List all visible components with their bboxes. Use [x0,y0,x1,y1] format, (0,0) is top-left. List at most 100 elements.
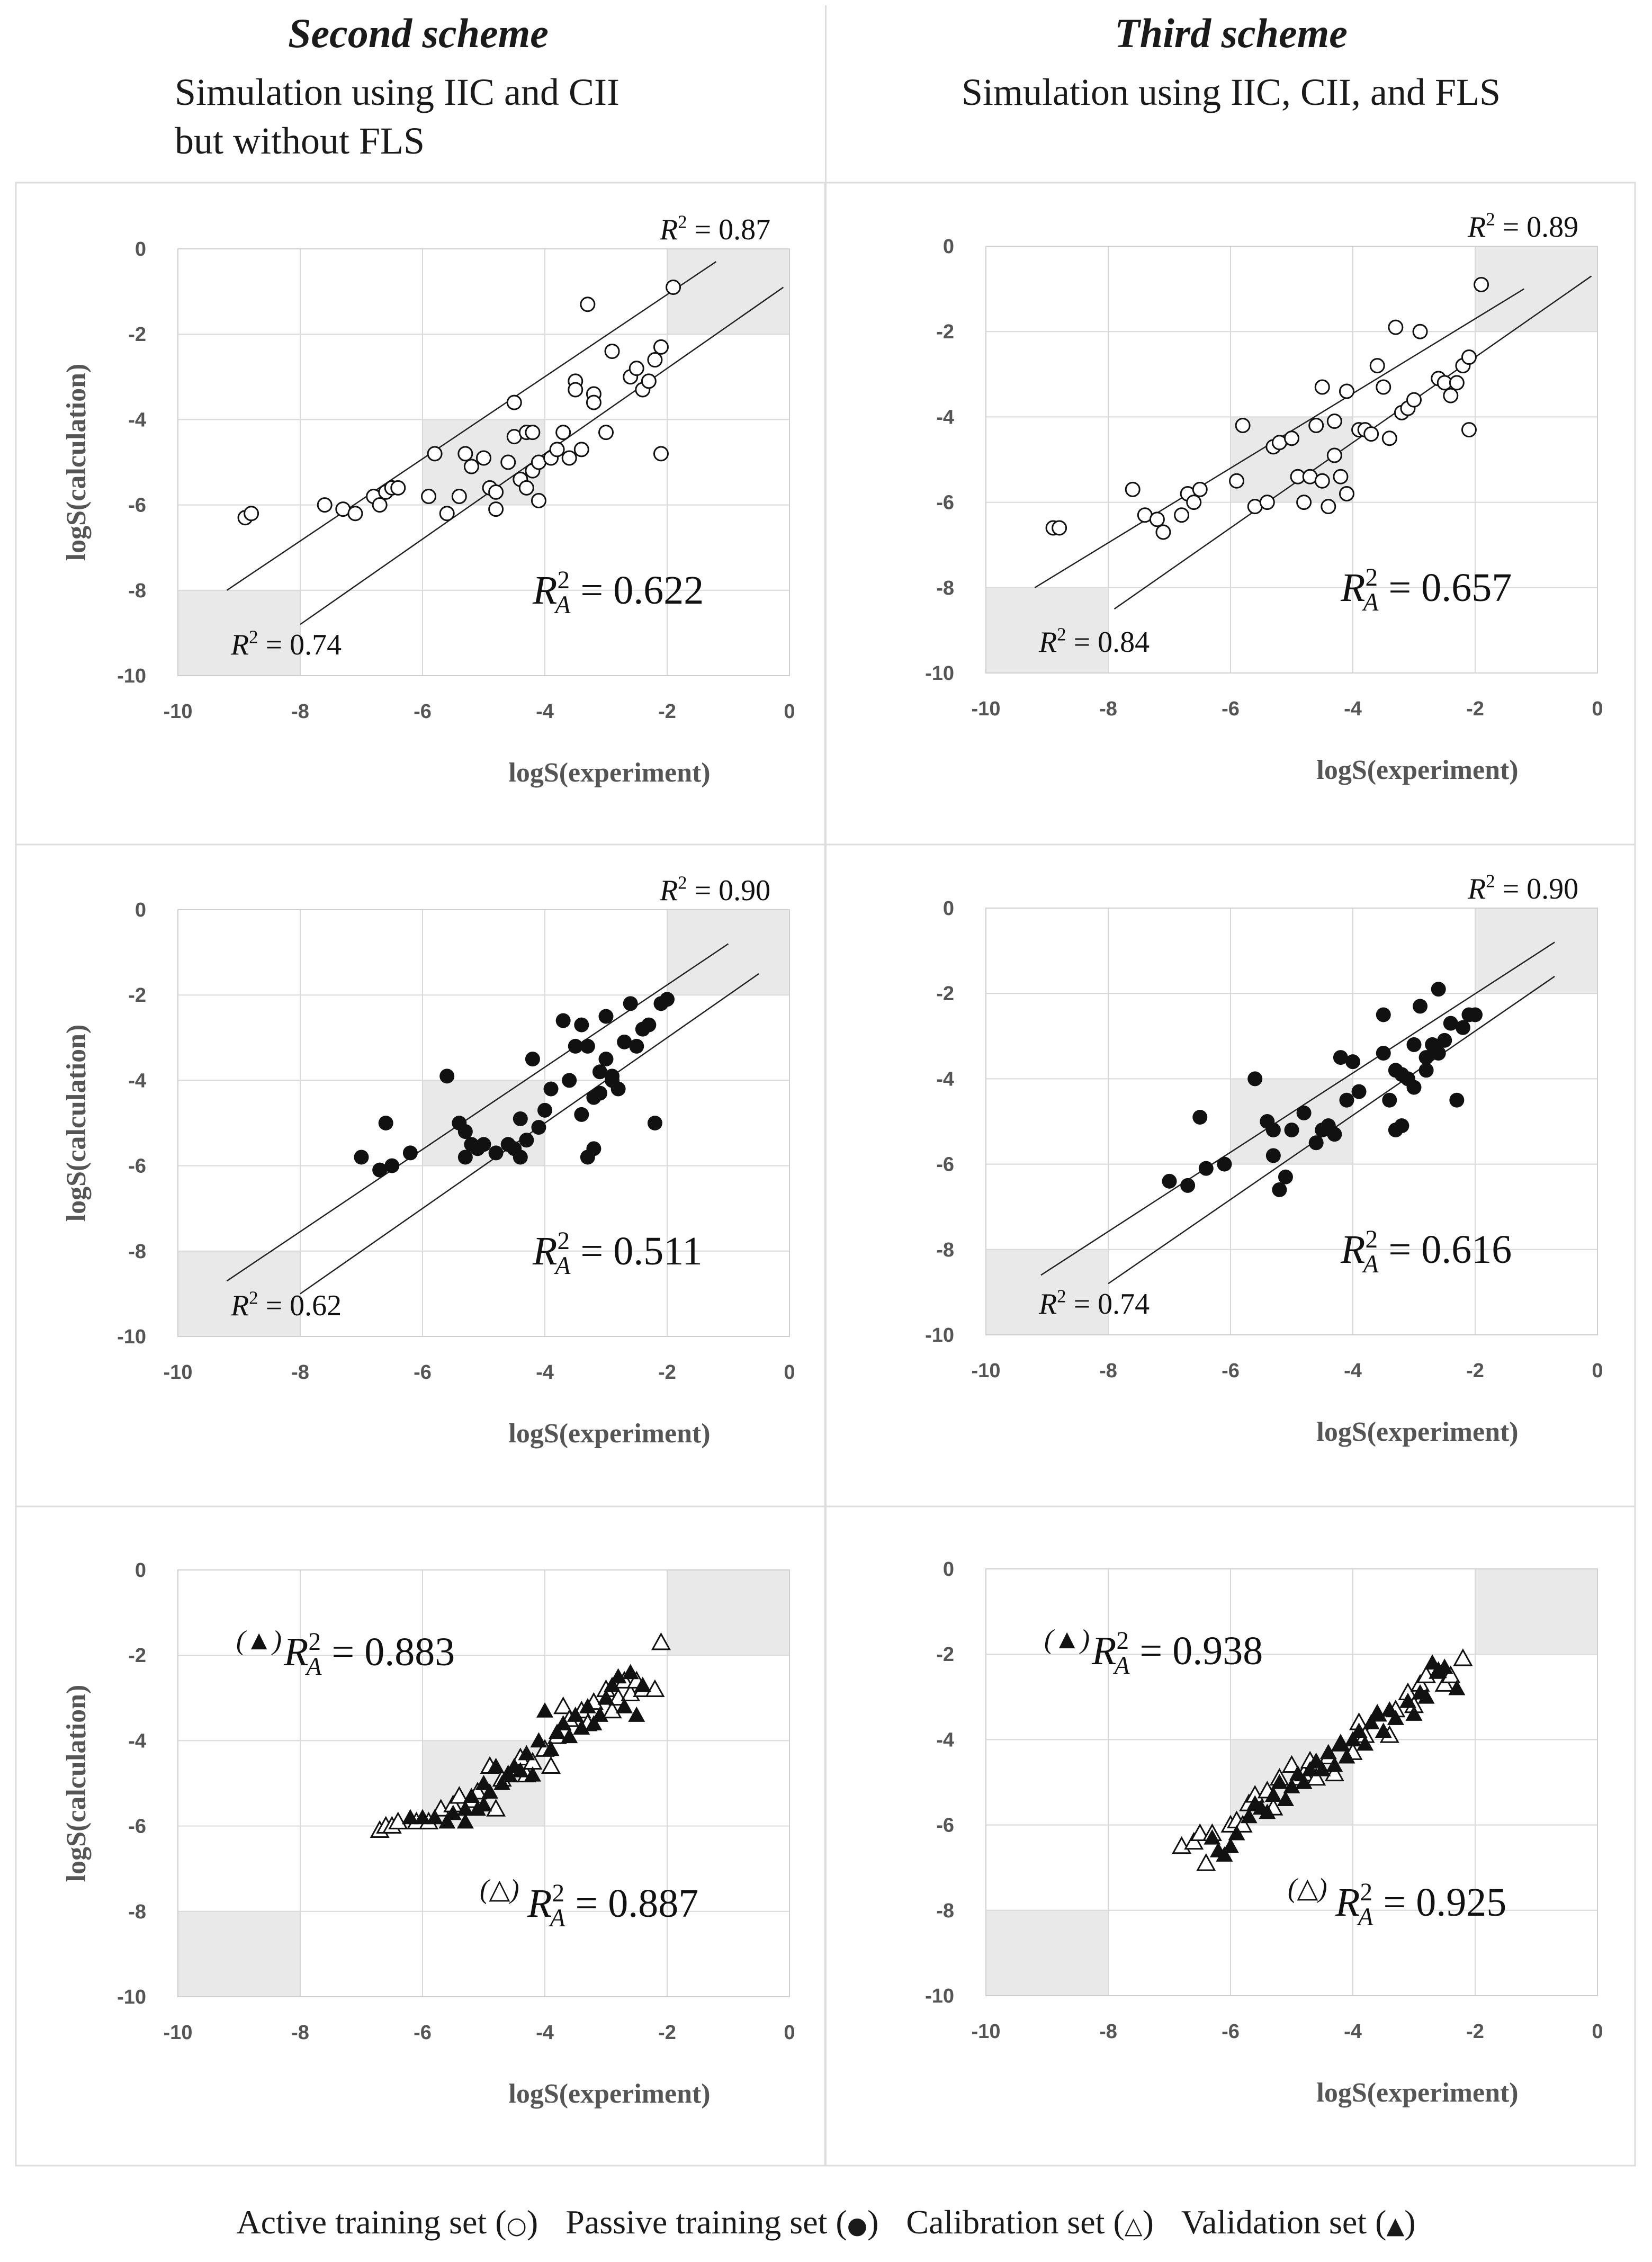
data-point [457,1124,473,1139]
data-point [1247,1071,1263,1087]
scheme-description: Simulation using IIC and CII but without… [16,68,821,165]
data-point [372,497,388,513]
diagonal-cell [178,590,300,676]
header-third-scheme: Third scheme Simulation using IIC, CII, … [829,0,1633,116]
y-tick-label: -4 [936,1729,954,1751]
data-point [1468,1007,1483,1022]
data-point [1357,1735,1374,1751]
data-point [499,1766,517,1782]
data-point [1436,1658,1453,1674]
x-tick-label: -4 [1344,698,1362,720]
data-point [1363,426,1379,442]
data-point [580,297,596,312]
data-point [542,1740,560,1756]
legend-item-active: Active training set (○) [236,2203,538,2241]
x-axis-label: logS(experiment) [508,758,710,788]
data-point [1449,1092,1465,1108]
data-point [645,1679,665,1697]
data-point [487,1757,505,1773]
data-point [421,488,437,504]
validation-symbol-label: (▲) [1044,1624,1090,1655]
x-tick-label: -2 [658,1361,676,1384]
data-point [1308,1135,1324,1151]
data-point [1307,1752,1325,1768]
y-tick-label: 0 [135,1559,146,1582]
y-tick-label: -4 [128,1730,146,1752]
fit-line-upper [226,261,717,591]
data-point [1281,1755,1302,1773]
data-point [439,506,455,522]
data-point [1441,1665,1461,1683]
data-point [531,1120,546,1135]
data-point [541,1756,561,1774]
scheme-title: Second scheme [288,10,549,56]
x-tick-label: -6 [1222,698,1240,720]
data-point [1204,1829,1221,1845]
data-point [476,450,491,466]
data-point [531,493,546,509]
diagonal-cell [1231,1079,1353,1164]
y-tick-label: -10 [117,665,146,687]
data-point [1155,524,1171,540]
data-point [609,1668,627,1684]
data-point [427,446,443,462]
data-point [1326,413,1342,429]
data-point [1376,1046,1391,1061]
x-tick-label: -6 [1222,1360,1240,1382]
data-point [567,1707,584,1722]
legend-item-passive: Passive training set (●) [565,2203,879,2241]
y-tick-label: 0 [943,236,954,258]
data-point [457,446,473,462]
data-point [488,1145,504,1161]
data-point [666,280,681,295]
data-point [388,1811,408,1829]
data-point [1327,1127,1342,1142]
data-point [456,1813,474,1829]
data-point [1233,1815,1253,1833]
y-tick-label: -10 [117,1986,146,2008]
data-point [1326,1756,1343,1772]
data-point [475,1796,492,1812]
plot-border [177,248,790,676]
x-tick-label: -8 [1099,1360,1117,1382]
data-point [401,1809,419,1825]
data-point [518,1745,535,1761]
data-point [647,1116,662,1130]
data-point [1434,1674,1455,1692]
data-point [597,1689,615,1705]
data-point [1387,1710,1404,1725]
legend: Active training set (○) Passive training… [0,2203,1652,2242]
data-point [1277,1791,1294,1807]
data-point [1417,1688,1435,1704]
y-tick-label: 0 [943,1558,954,1581]
y-tick-label: -6 [128,1155,146,1178]
chart-panel: -10 -8 -6 -4 -2 0 0 -2 -4 -6 -8 -10 logS(experiment)… [15,843,826,1507]
data-point [1259,495,1275,510]
data-point [634,1676,651,1692]
x-tick-label: -8 [1099,698,1117,720]
data-point [506,394,522,410]
x-tick-label: -10 [972,1360,1001,1382]
data-point [660,992,675,1007]
y-tick-label: -8 [128,1241,146,1263]
data-point [1333,1050,1348,1065]
y-tick-label: -8 [128,580,146,602]
diagonal-cell [986,1910,1108,1996]
data-point [1184,1832,1204,1850]
r2-lower-label: R2 = 0.74 [1038,1286,1150,1321]
data-point [1229,473,1245,489]
data-point [1448,1680,1466,1695]
validation-symbol-label: (▲) [236,1626,282,1656]
y-tick-label: 0 [135,238,146,261]
data-point [653,339,669,355]
diagonal-cell [178,1911,300,1997]
data-point [561,450,577,466]
data-point [1418,1063,1434,1078]
x-axis-label: logS(experiment) [1316,1417,1518,1447]
data-point [591,1707,608,1722]
x-tick-label: -6 [414,701,432,723]
x-tick-label: -4 [1344,2021,1362,2043]
legend-item-validation: Validation set (▲) [1181,2203,1416,2241]
data-point [488,501,504,517]
data-point [1295,1774,1313,1789]
